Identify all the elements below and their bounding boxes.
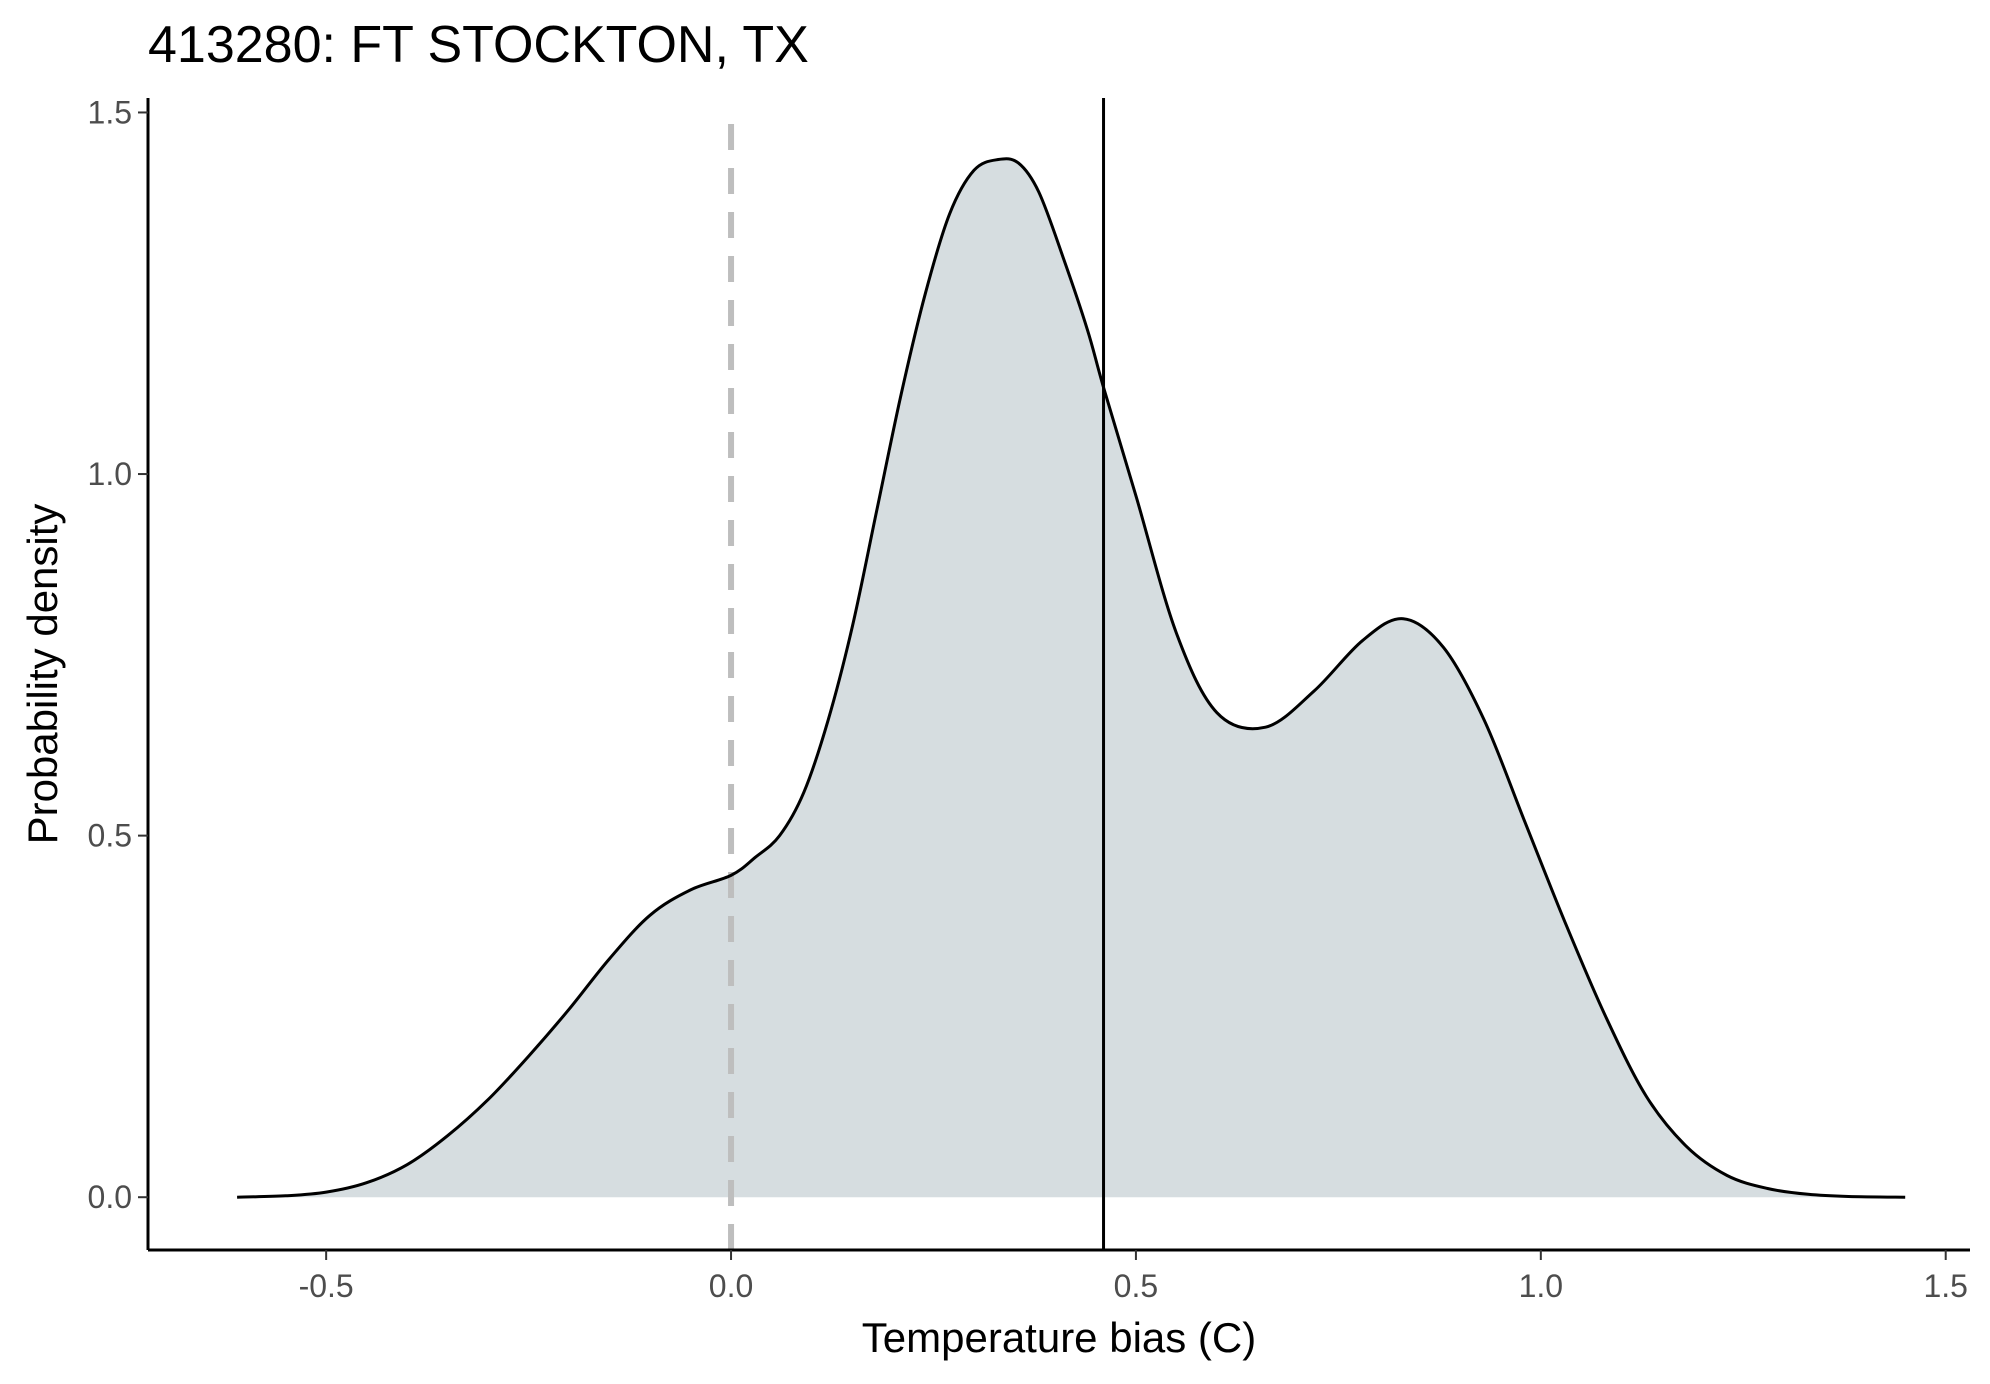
x-axis-title: Temperature bias (C) [862, 1314, 1256, 1361]
density-area-0 [237, 158, 1906, 1198]
y-tick-label: 1.5 [88, 94, 132, 130]
x-axis-ticks: -0.5 0.0 0.5 1.0 1.5 [299, 1250, 1968, 1304]
y-axis-ticks: 0.0 0.5 1.0 1.5 [88, 94, 148, 1215]
chart-title: 413280: FT STOCKTON, TX [148, 16, 809, 74]
y-axis-title: Probability density [19, 504, 66, 845]
y-tick-label: 1.0 [88, 456, 132, 492]
x-tick-label: -0.5 [299, 1268, 354, 1304]
plot-area [237, 98, 1906, 1250]
x-tick-label: 0.0 [709, 1268, 753, 1304]
x-tick-label: 1.0 [1519, 1268, 1563, 1304]
x-tick-label: 0.5 [1114, 1268, 1158, 1304]
y-tick-label: 0.5 [88, 818, 132, 854]
y-tick-label: 0.0 [88, 1179, 132, 1215]
density-curve-0 [237, 157, 1906, 1199]
x-tick-label: 1.5 [1923, 1268, 1967, 1304]
